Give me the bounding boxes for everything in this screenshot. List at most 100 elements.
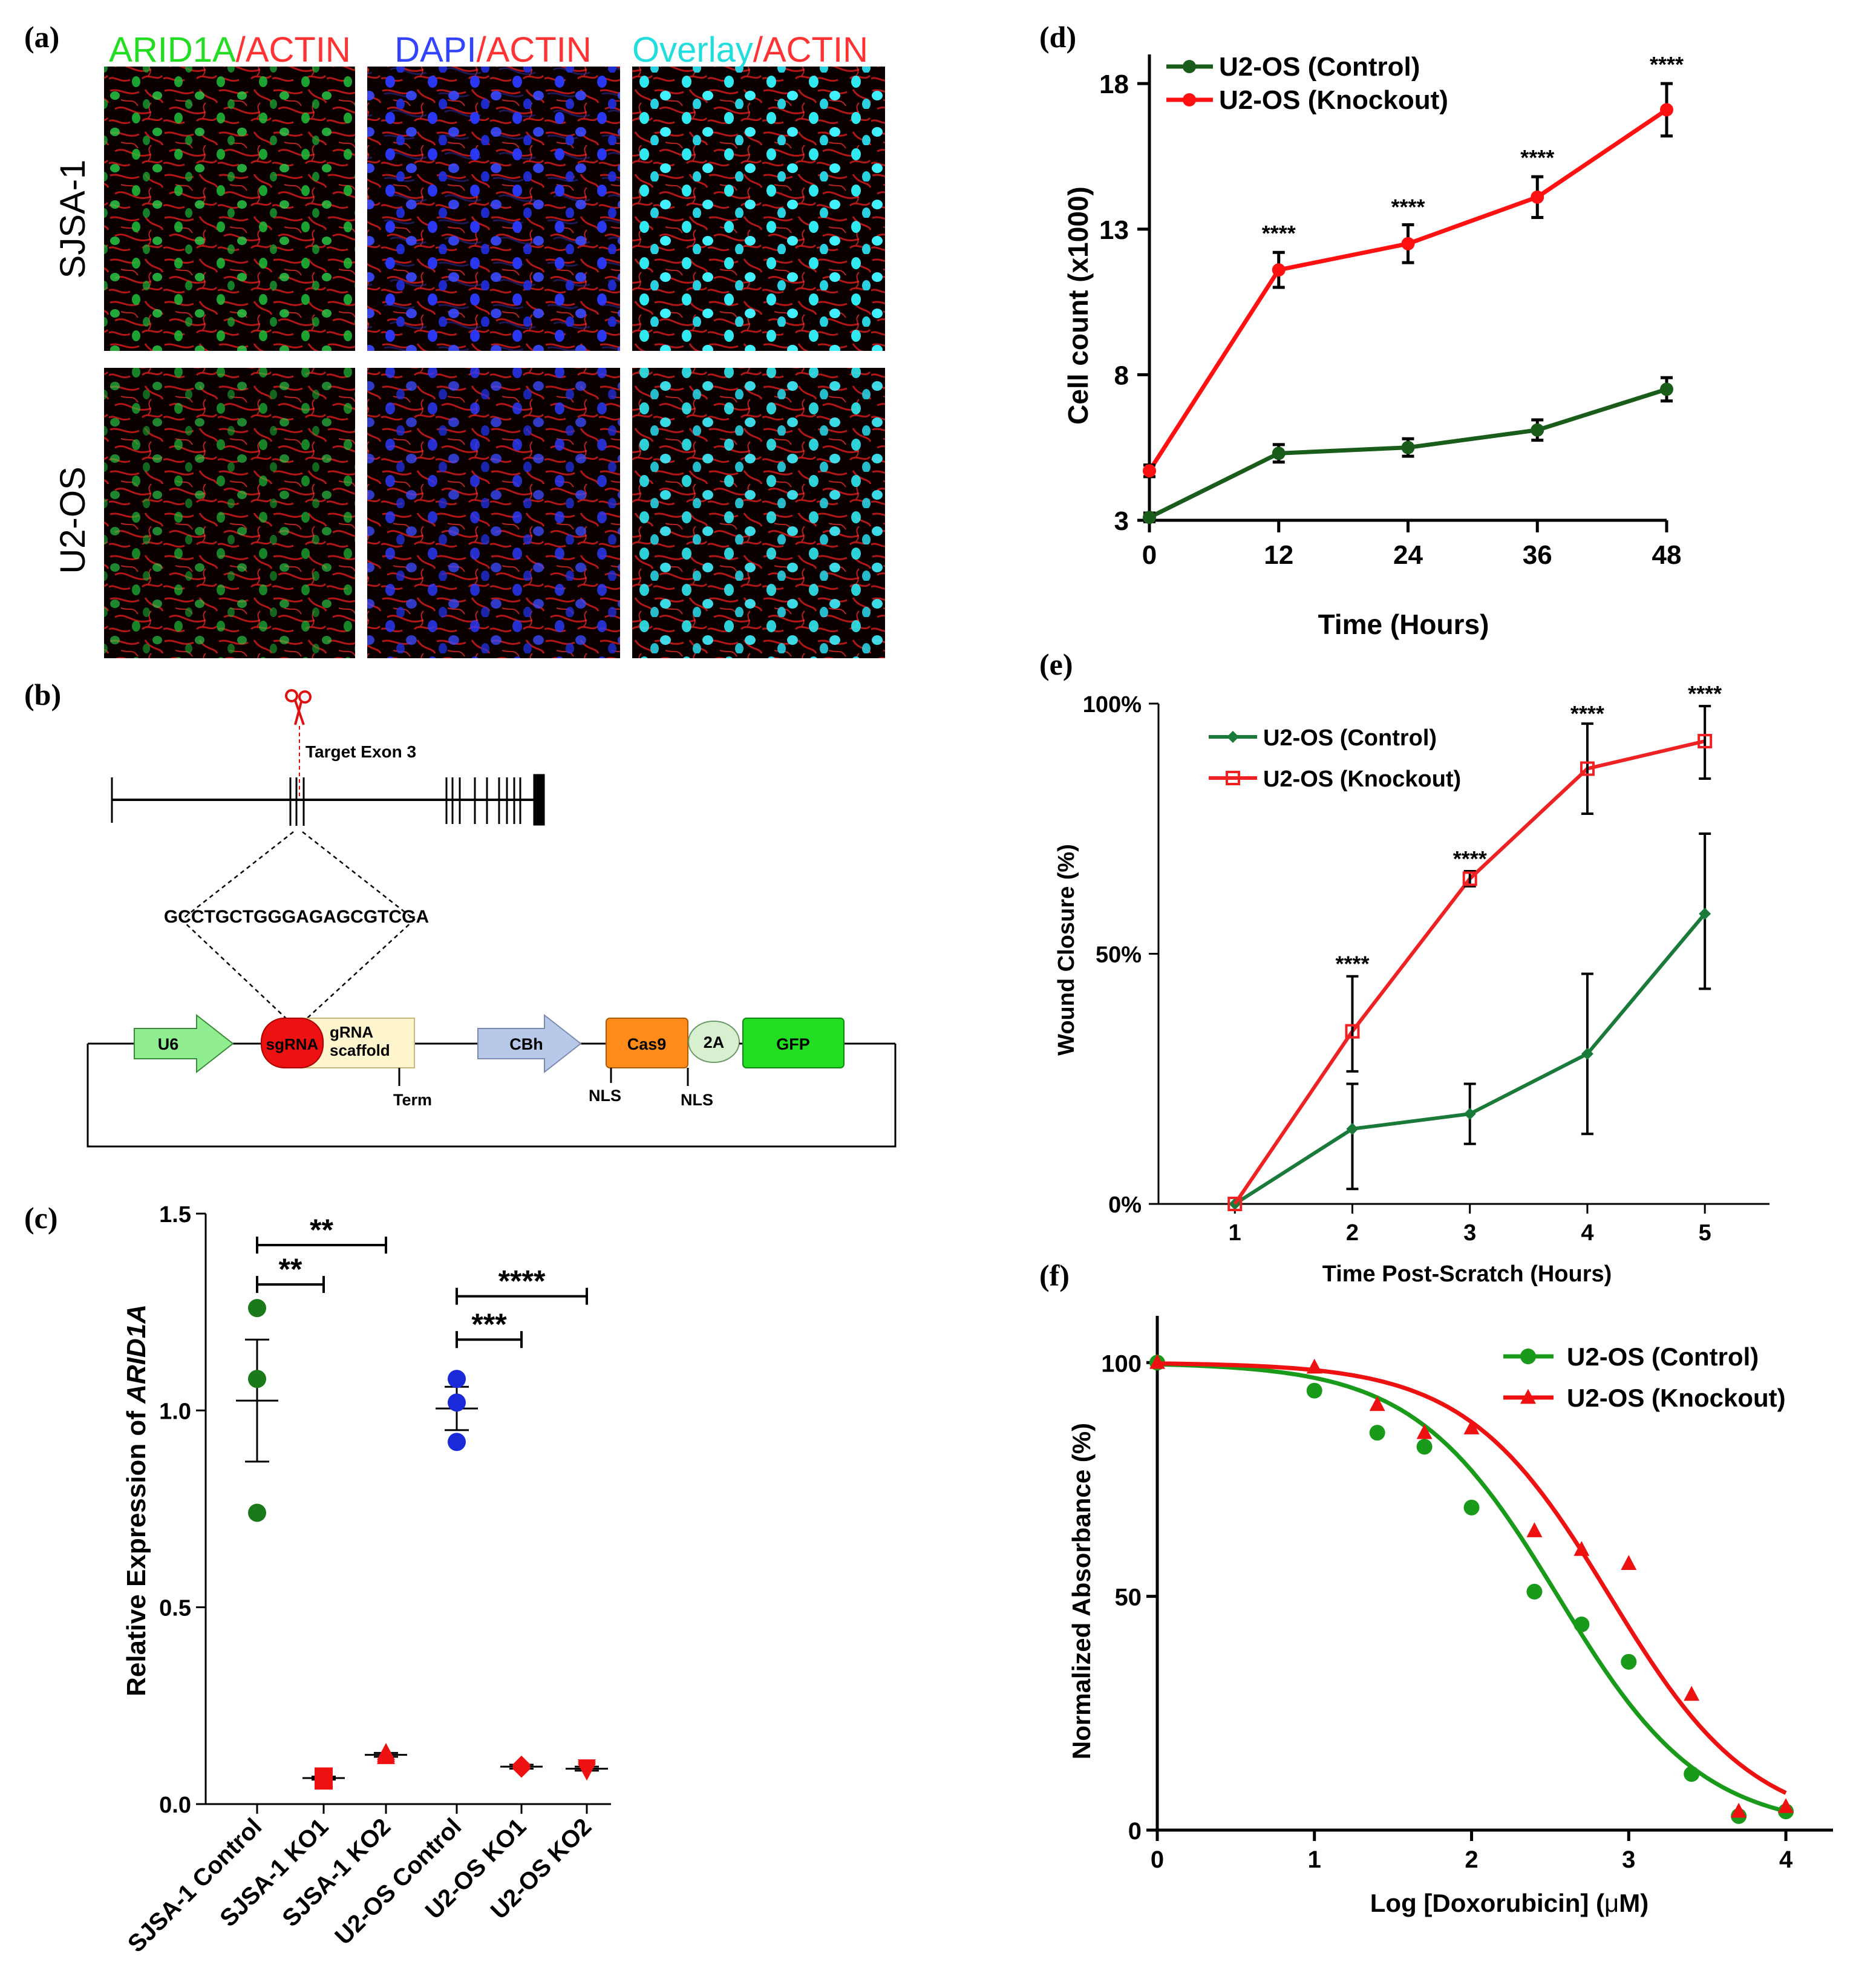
chart-f-xtick-label: 4	[1779, 1846, 1793, 1873]
chart-e-point	[1345, 1024, 1360, 1039]
chart-f-xtick-label: 2	[1465, 1846, 1478, 1873]
chart-c-point	[315, 1769, 333, 1788]
chart-f-point	[1416, 1424, 1433, 1439]
gfp-element	[742, 1018, 845, 1068]
chart-e-xlabel: Time Post-Scratch (Hours)	[1322, 1261, 1612, 1287]
chart-d-point	[1272, 446, 1286, 460]
chart-f-marks	[1149, 1353, 1794, 1824]
chart-f-ticks: 0 50 100 0 1 2 3 4	[1101, 1350, 1793, 1873]
chart-c-group	[365, 1742, 407, 1764]
chart-f-point	[1463, 1499, 1480, 1516]
nls-label-2: NLS	[681, 1091, 713, 1109]
chart-c-ytick-label: 0.5	[159, 1596, 191, 1621]
grna-sequence: GCCTGCTGGGAGAGCGTCGA	[164, 907, 429, 927]
panel-d-cell-count-chart: 3 8 13 18 0 12 24 36 48 Time (Hours) Cell count …	[1062, 52, 1684, 640]
chart-e-annotation: ****	[1688, 681, 1722, 706]
chart-e-annotation: ****	[1570, 701, 1604, 726]
chart-c-ylabel: Relative Expression of ARID1A	[122, 1304, 151, 1696]
chart-f-point	[1573, 1541, 1590, 1556]
chart-d-ytick-label: 3	[1114, 506, 1129, 536]
chart-f-point	[1684, 1766, 1700, 1782]
header-arid1a-actin: ACTIN	[246, 30, 351, 70]
micrograph-sjsa1-arid1a	[104, 67, 355, 351]
cas9-label: Cas9	[627, 1035, 667, 1053]
chart-d-point	[1272, 263, 1286, 277]
chart-c-point	[448, 1393, 466, 1412]
chart-e-legend-label: U2-OS (Control)	[1263, 725, 1437, 751]
chart-f-point	[1684, 1686, 1700, 1701]
panel-label-a: (a)	[24, 20, 59, 54]
chart-e-annotation: ****	[1335, 951, 1369, 976]
t2a-element	[688, 1021, 740, 1063]
chart-f-point	[1526, 1522, 1543, 1537]
gfp-label: GFP	[776, 1035, 810, 1053]
chart-f-legend-marker	[1520, 1349, 1536, 1364]
chart-f-ytick-label: 0	[1128, 1818, 1142, 1845]
chart-c-group	[566, 1759, 608, 1781]
chart-c-sig-label: ****	[498, 1264, 546, 1298]
chart-c-sig-label: **	[279, 1252, 302, 1286]
chart-d-annotation: ****	[1520, 145, 1554, 170]
chart-c-ytick-label: 1.0	[159, 1399, 191, 1424]
header-overlay: Overlay/ACTIN	[632, 30, 868, 70]
chart-d-series-line	[1148, 108, 1668, 472]
chart-f-xlabel-pre: Log [Doxorubicin] (	[1370, 1889, 1604, 1917]
chart-e-point	[1580, 761, 1595, 776]
chart-f-point	[1369, 1425, 1385, 1441]
chart-f-point	[1306, 1382, 1322, 1399]
plasmid-backbone	[87, 1044, 897, 1148]
micrograph-sjsa1-dapi	[367, 67, 620, 351]
panel-f-dose-response-chart: 0 50 100 0 1 2 3 4 Log [Doxorubicin] (μM) Norma…	[1067, 1316, 1833, 1917]
chart-e-point	[1462, 871, 1477, 886]
header-overlay-channel: Overlay	[632, 30, 753, 70]
chart-f-xtick-label: 0	[1151, 1846, 1164, 1873]
zoom-guide-right	[302, 831, 416, 1023]
chart-e-legend-marker	[1227, 731, 1239, 743]
panel-label-f: (f)	[1039, 1258, 1070, 1292]
chart-c-point	[578, 1763, 596, 1781]
header-overlay-slash: /	[753, 30, 763, 70]
scaffold-label-1: gRNA	[330, 1023, 373, 1041]
chart-c-group	[436, 1370, 478, 1451]
header-dapi: DAPI/ACTIN	[394, 30, 592, 70]
chart-e-xtick-label: 5	[1699, 1220, 1711, 1246]
chart-e-point	[1699, 907, 1711, 920]
chart-f-xtick-label: 1	[1308, 1846, 1321, 1873]
chart-d-annotation: ****	[1650, 52, 1684, 77]
chart-f-point	[1369, 1396, 1385, 1411]
chart-e-ytick-label: 100%	[1083, 692, 1142, 718]
chart-f-point	[1621, 1555, 1637, 1570]
panel-label-e: (e)	[1039, 647, 1073, 681]
chart-e-xtick-label: 3	[1463, 1220, 1476, 1246]
chart-d-legend-label: U2-OS (Control)	[1219, 52, 1420, 82]
chart-d-legend-marker	[1183, 93, 1196, 106]
header-arid1a-channel: ARID1A	[109, 30, 236, 70]
chart-d-point	[1143, 464, 1156, 478]
chart-e-point	[1698, 734, 1713, 749]
chart-c-ticks: 0.0 0.5 1.0 1.5	[159, 1202, 588, 1818]
chart-d-annotation: ****	[1391, 195, 1425, 220]
chart-f-series	[1149, 1353, 1794, 1818]
chart-c-point	[448, 1433, 466, 1451]
chart-e-point	[1581, 1047, 1593, 1060]
header-arid1a-slash: /	[236, 30, 246, 70]
micrograph-sjsa1-overlay	[632, 67, 885, 351]
t2a-label: 2A	[704, 1033, 725, 1051]
chart-c-point	[248, 1370, 266, 1388]
chart-f-point	[1416, 1439, 1433, 1455]
chart-e-point	[1346, 1122, 1359, 1135]
panel-c-expression-chart: 0.0 0.5 1.0 1.5 Relative Expression of ARID…	[122, 1202, 611, 1958]
chart-f-ytick-label: 100	[1101, 1350, 1142, 1377]
u6-promoter	[134, 1013, 234, 1074]
chart-c-ylabel-prefix: Relative Expression of	[122, 1404, 151, 1696]
chart-c-axes	[204, 1214, 611, 1805]
term-label: Term	[393, 1091, 432, 1109]
chart-c-point	[248, 1503, 266, 1522]
chart-e-ytick-label: 50%	[1096, 943, 1142, 968]
chart-c-point	[248, 1299, 266, 1318]
chart-d-point	[1660, 103, 1673, 117]
chart-d-ylabel: Cell count (x1000)	[1062, 186, 1094, 425]
nls-label-1: NLS	[589, 1087, 621, 1105]
chart-f-axes	[1155, 1316, 1833, 1832]
chart-e-xtick-label: 2	[1346, 1220, 1359, 1246]
